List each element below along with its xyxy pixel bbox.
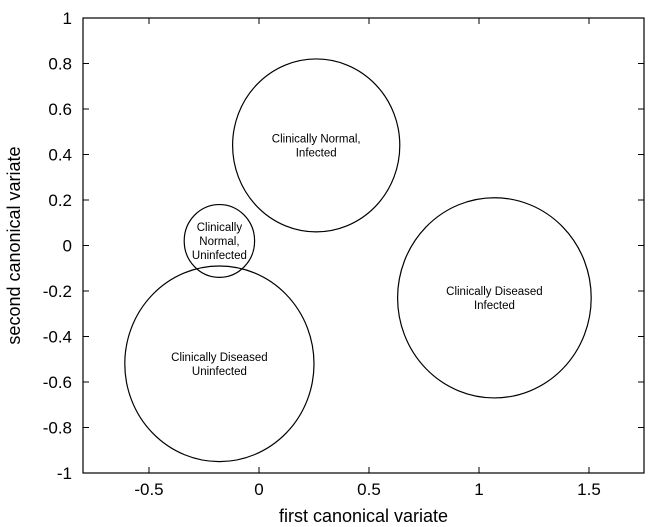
group-label: Clinically Diseased: [171, 352, 268, 364]
y-tick-label: -0.4: [43, 328, 72, 347]
group-label: Uninfected: [192, 366, 247, 378]
group-circle: [396, 197, 592, 399]
group-label: Infected: [296, 147, 337, 159]
group-label: Normal,: [199, 236, 239, 248]
group-circle: [124, 265, 315, 463]
x-tick-label: 1: [474, 480, 483, 499]
group-label: Clinically Normal,: [272, 133, 361, 145]
group-circle: [183, 203, 256, 278]
x-axis-label: first canonical variate: [279, 506, 448, 526]
x-tick-label: -0.5: [134, 480, 163, 499]
x-tick-label: 1.5: [577, 480, 601, 499]
y-tick-label: 0.4: [48, 146, 72, 165]
y-tick-label: 0.8: [48, 55, 72, 74]
group-label: Clinically: [197, 222, 243, 234]
y-tick-label: 1: [63, 9, 72, 28]
y-tick-label: 0.6: [48, 100, 72, 119]
y-tick-label: -0.8: [43, 419, 72, 438]
y-tick-label: -0.2: [43, 282, 72, 301]
group-circle: [232, 58, 401, 233]
group-label: Infected: [474, 300, 515, 312]
x-tick-label: 0.5: [357, 480, 381, 499]
group-label: Uninfected: [192, 250, 247, 262]
y-tick-label: 0: [63, 237, 72, 256]
x-tick-label: 0: [254, 480, 263, 499]
y-tick-label: -1: [57, 464, 72, 483]
y-tick-label: 0.2: [48, 191, 72, 210]
y-axis-label: second canonical variate: [4, 146, 24, 344]
group-label: Clinically Diseased: [446, 286, 543, 298]
y-tick-label: -0.6: [43, 373, 72, 392]
